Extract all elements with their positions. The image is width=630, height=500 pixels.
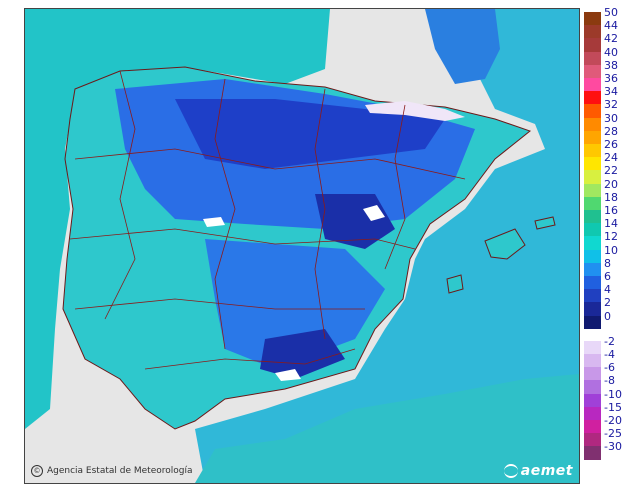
legend-label-positive-10: 26	[604, 138, 618, 151]
legend-swatch-negative-2	[584, 367, 601, 381]
southern-plateau	[205, 239, 385, 369]
credit-text: Agencia Estatal de Meteorología	[47, 466, 193, 476]
legend-label-positive-16: 14	[604, 217, 618, 231]
legend-label-positive-0: 50	[604, 6, 618, 19]
legend-label-positive-17: 12	[604, 230, 618, 244]
legend-swatch-negative-1	[584, 354, 601, 368]
legend-swatch-positive-3	[584, 51, 601, 65]
legend-swatch-positive-7	[584, 104, 601, 118]
sierra-nevada-snow	[275, 369, 301, 381]
legend-swatch-positive-20	[584, 276, 601, 290]
legend-label-negative-8: -30	[604, 440, 622, 454]
legend-swatch-positive-16	[584, 223, 601, 237]
legend-swatch-negative-8	[584, 446, 601, 460]
legend-swatch-positive-21	[584, 289, 601, 303]
aemet-swirl-icon	[503, 464, 518, 478]
ibiza	[446, 274, 464, 294]
mallorca	[484, 228, 526, 260]
legend-swatch-negative-0	[584, 340, 601, 354]
north-africa	[195, 374, 579, 483]
sierra-nevada-cold	[260, 329, 345, 379]
legend-label-negative-7: -25	[604, 427, 622, 441]
legend-label-positive-21: 4	[604, 283, 611, 297]
legend-swatch-positive-2	[584, 38, 601, 52]
copyright-icon: ©	[31, 465, 43, 477]
legend-label-positive-4: 38	[604, 58, 618, 72]
legend-swatch-positive-1	[584, 25, 601, 39]
legend-label-negative-2: -6	[604, 361, 615, 375]
legend-label-positive-3: 40	[604, 45, 618, 59]
legend-swatch-positive-17	[584, 236, 601, 250]
legend-label-negative-6: -20	[604, 414, 622, 427]
central-snow	[203, 217, 225, 227]
legend-swatch-positive-18	[584, 249, 601, 263]
aemet-logo: aemet	[503, 463, 573, 479]
legend-swatch-positive-5	[584, 78, 601, 92]
legend-swatch-positive-12	[584, 170, 601, 184]
map-canvas	[25, 9, 579, 483]
legend-swatch-positive-11	[584, 157, 601, 171]
legend-swatch-negative-3	[584, 380, 601, 394]
legend-swatch-positive-13	[584, 183, 601, 197]
legend-swatch-positive-8	[584, 117, 601, 131]
legend-swatch-positive-10	[584, 144, 601, 158]
legend-label-negative-5: -15	[604, 400, 622, 414]
atlantic-ocean	[25, 9, 330, 429]
legend-label-negative-3: -8	[604, 374, 615, 388]
menorca	[534, 216, 556, 230]
mediterranean-sea	[195, 9, 579, 483]
legend-swatch-positive-22	[584, 302, 601, 316]
temperature-map: © Agencia Estatal de Meteorología aemet	[24, 8, 580, 484]
legend-label-positive-9: 28	[604, 124, 618, 138]
legend-label-positive-15: 16	[604, 204, 618, 217]
credit-line: © Agencia Estatal de Meteorología	[31, 465, 193, 477]
legend-label-positive-11: 24	[604, 151, 618, 165]
legend-label-negative-0: -2	[604, 334, 615, 348]
legend-label-positive-8: 30	[604, 111, 618, 125]
legend-label-positive-23: 0	[604, 309, 611, 323]
legend-swatch-positive-23	[584, 315, 601, 329]
legend-swatch-negative-4	[584, 393, 601, 407]
legend-swatch-positive-4	[584, 64, 601, 78]
legend-swatch-positive-14	[584, 196, 601, 210]
legend-label-positive-2: 42	[604, 32, 618, 46]
legend-label-positive-19: 8	[604, 256, 611, 270]
province-borders	[69, 70, 466, 370]
mountain-cold-zone	[175, 99, 445, 169]
legend-label-positive-20: 6	[604, 270, 611, 283]
legend-label-negative-4: -10	[604, 387, 622, 401]
legend-swatch-positive-9	[584, 130, 601, 144]
legend-label-positive-13: 20	[604, 177, 618, 191]
legend-swatch-negative-5	[584, 406, 601, 420]
legend-label-positive-5: 36	[604, 72, 618, 85]
mediterranean-deep	[425, 9, 500, 84]
legend-swatch-negative-7	[584, 433, 601, 447]
legend-label-positive-1: 44	[604, 19, 618, 33]
legend-swatch-negative-6	[584, 420, 601, 434]
legend-label-positive-18: 10	[604, 243, 618, 257]
temperature-legend: 50 44 42 40 38 36 34 32 30 28 26 24 22 20 18 16 14 12 10 8 6…	[582, 6, 628, 488]
teruel-snow	[363, 205, 385, 221]
legend-swatch-positive-0	[584, 12, 601, 26]
legend-label-positive-22: 2	[604, 296, 611, 310]
legend-label-positive-14: 18	[604, 190, 618, 204]
legend-label-positive-7: 32	[604, 98, 618, 112]
legend-label-negative-1: -4	[604, 348, 615, 361]
legend-label-positive-6: 34	[604, 85, 618, 99]
legend-swatch-positive-6	[584, 91, 601, 105]
legend-label-positive-12: 22	[604, 164, 618, 178]
legend-swatch-positive-19	[584, 262, 601, 276]
legend-swatch-positive-15	[584, 210, 601, 224]
logo-text: aemet	[520, 463, 573, 479]
pyrenees-snow	[365, 101, 465, 121]
